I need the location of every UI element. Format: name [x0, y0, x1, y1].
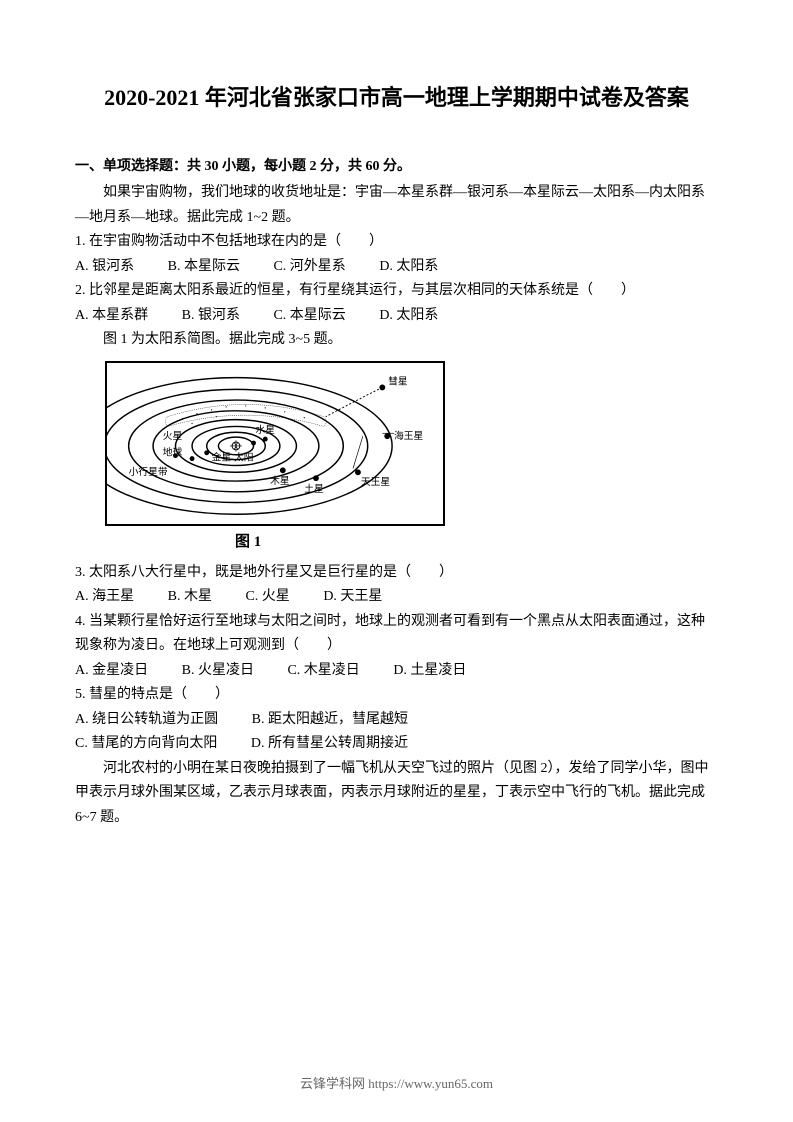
- question-5: 5. 彗星的特点是（ ）: [75, 683, 718, 708]
- q2-option-d: D. 太阳系: [379, 304, 438, 329]
- label-asteroid: 小行星带: [129, 465, 168, 478]
- label-uranus: 天王星: [361, 476, 390, 488]
- q4-option-b: B. 火星凌日: [182, 659, 254, 684]
- q4-option-d: D. 土星凌日: [393, 659, 466, 684]
- q3-option-a: A. 海王星: [75, 585, 134, 610]
- q1-option-a: A. 银河系: [75, 255, 134, 280]
- question-5-options: A. 绕日公转轨道为正圆 B. 距太阳越近，彗尾越短 C. 彗尾的方向背向太阳 …: [75, 708, 718, 757]
- q1-option-d: D. 太阳系: [379, 255, 438, 280]
- q1-option-c: C. 河外星系: [273, 255, 345, 280]
- label-neptune: 海王星: [394, 429, 423, 442]
- label-mercury: 水星: [255, 424, 275, 436]
- q5-option-a: A. 绕日公转轨道为正圆: [75, 708, 218, 733]
- label-mars: 火星: [163, 430, 183, 442]
- page-footer: 云锋学科网 https://www.yun65.com: [0, 1073, 793, 1092]
- section-header: 一、单项选择题：共 30 小题，每小题 2 分，共 60 分。: [75, 155, 718, 175]
- q3-option-c: C. 火星: [245, 585, 289, 610]
- question-4: 4. 当某颗行星恰好运行至地球与太阳之间时，地球上的观测者可看到有一个黑点从太阳…: [75, 610, 718, 659]
- label-earth: 地球: [163, 445, 183, 458]
- question-3: 3. 太阳系八大行星中，既是地外行星又是巨行星的是（ ）: [75, 561, 718, 586]
- q5-option-d: D. 所有彗星公转周期接近: [251, 732, 408, 757]
- question-4-options: A. 金星凌日 B. 火星凌日 C. 木星凌日 D. 土星凌日: [75, 659, 718, 684]
- q1-option-b: B. 本星际云: [168, 255, 240, 280]
- page-title: 2020-2021 年河北省张家口市高一地理上学期期中试卷及答案: [75, 80, 718, 115]
- q3-option-b: B. 木星: [168, 585, 212, 610]
- question-3-options: A. 海王星 B. 木星 C. 火星 D. 天王星: [75, 585, 718, 610]
- solar-system-diagram: 彗星 海王星 天王星 土星 木星 水星 金星 太阳 火星 地球 小行星带: [105, 361, 445, 526]
- label-sun: 太阳: [234, 450, 254, 463]
- question-2: 2. 比邻星是距离太阳系最近的恒星，有行星绕其运行，与其层次相同的天体系统是（ …: [75, 279, 718, 304]
- question-2-options: A. 本星系群 B. 银河系 C. 本星际云 D. 太阳系: [75, 304, 718, 329]
- figure-1-caption: 图 1: [235, 530, 718, 551]
- label-venus: 金星: [212, 450, 232, 463]
- q2-option-a: A. 本星系群: [75, 304, 148, 329]
- q2-option-b: B. 银河系: [182, 304, 240, 329]
- q2-option-c: C. 本星际云: [273, 304, 345, 329]
- figure-1: 彗星 海王星 天王星 土星 木星 水星 金星 太阳 火星 地球 小行星带 图 1: [105, 361, 718, 551]
- q5-option-b: B. 距太阳越近，彗尾越短: [252, 708, 408, 733]
- q4-option-c: C. 木星凌日: [287, 659, 359, 684]
- intro-1: 如果宇宙购物，我们地球的收货地址是：宇宙—本星系群—银河系—本星际云—太阳系—内…: [75, 181, 718, 230]
- label-comet: 彗星: [388, 375, 408, 387]
- intro-2: 图 1 为太阳系简图。据此完成 3~5 题。: [75, 328, 718, 353]
- q3-option-d: D. 天王星: [323, 585, 382, 610]
- intro-3: 河北农村的小明在某日夜晚拍摄到了一幅飞机从天空飞过的照片（见图 2），发给了同学…: [75, 757, 718, 831]
- q4-option-a: A. 金星凌日: [75, 659, 148, 684]
- question-1-options: A. 银河系 B. 本星际云 C. 河外星系 D. 太阳系: [75, 255, 718, 280]
- label-jupiter: 木星: [270, 475, 290, 487]
- q5-option-c: C. 彗尾的方向背向太阳: [75, 732, 217, 757]
- question-1: 1. 在宇宙购物活动中不包括地球在内的是（ ）: [75, 230, 718, 255]
- label-saturn: 土星: [304, 481, 324, 494]
